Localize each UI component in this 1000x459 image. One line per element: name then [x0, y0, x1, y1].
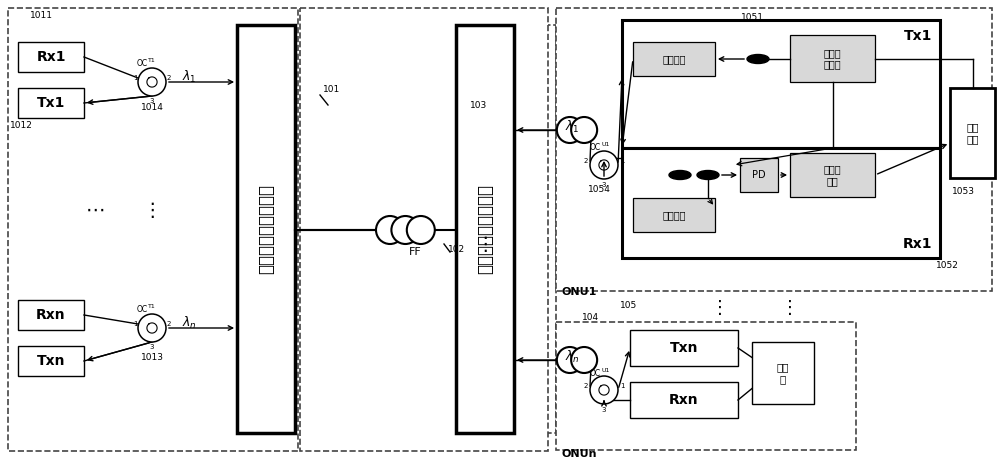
Text: 1054: 1054 [588, 185, 611, 195]
Text: 1011: 1011 [30, 11, 53, 21]
Circle shape [571, 347, 597, 373]
Text: 1012: 1012 [10, 121, 33, 129]
Bar [630, 330, 738, 366]
Bar [752, 342, 814, 404]
Text: 1: 1 [620, 158, 624, 164]
Bar [456, 25, 556, 433]
Text: ⋮: ⋮ [142, 201, 162, 219]
Circle shape [557, 347, 583, 373]
Text: ⋮: ⋮ [475, 235, 495, 254]
Text: U1: U1 [601, 142, 609, 147]
Text: Tx1: Tx1 [904, 29, 932, 43]
Text: 3: 3 [150, 344, 154, 350]
Text: Rx1: Rx1 [902, 237, 932, 251]
Bar [18, 42, 84, 72]
Bar [300, 8, 548, 451]
Text: $\lambda_1$: $\lambda_1$ [565, 119, 580, 135]
Text: T1: T1 [148, 304, 156, 309]
Bar [18, 346, 84, 376]
Text: Rx1: Rx1 [36, 50, 66, 64]
Text: 单控
制: 单控 制 [777, 362, 789, 384]
Text: 控制
单元: 控制 单元 [966, 122, 979, 144]
Bar [633, 198, 715, 232]
Text: ONUn: ONUn [562, 449, 598, 459]
Text: 光调制器: 光调制器 [662, 54, 686, 64]
Ellipse shape [747, 55, 769, 63]
Ellipse shape [697, 170, 719, 179]
Text: $\lambda_n$: $\lambda_n$ [565, 349, 580, 365]
Bar [237, 25, 295, 433]
Text: 2: 2 [584, 383, 588, 389]
Bar [8, 8, 298, 451]
Circle shape [391, 216, 419, 244]
Text: FF: FF [409, 247, 421, 257]
Text: Txn: Txn [670, 341, 698, 355]
Ellipse shape [669, 170, 691, 179]
Circle shape [557, 117, 583, 143]
Text: 光波分复用解复用器: 光波分复用解复用器 [257, 184, 275, 274]
Text: 可调谐
激光器: 可调谐 激光器 [824, 48, 841, 69]
Bar [622, 20, 940, 148]
Text: Rxn: Rxn [669, 393, 699, 407]
Bar [18, 88, 84, 118]
Bar [556, 8, 992, 291]
Circle shape [407, 216, 435, 244]
Text: 2: 2 [167, 321, 171, 327]
Bar [18, 300, 84, 330]
Text: ⋮: ⋮ [781, 299, 799, 317]
Text: 105: 105 [620, 301, 637, 309]
Text: ⋯: ⋯ [85, 201, 105, 219]
Text: 104: 104 [582, 313, 599, 323]
Text: U1: U1 [601, 368, 609, 373]
Text: 1053: 1053 [952, 187, 975, 196]
Text: Tx1: Tx1 [37, 96, 65, 110]
Bar [790, 35, 875, 82]
Text: 1: 1 [133, 75, 137, 81]
Bar [950, 88, 995, 178]
Text: 102: 102 [448, 246, 465, 254]
Circle shape [138, 314, 166, 342]
Text: 103: 103 [470, 101, 487, 110]
Text: OC: OC [137, 306, 148, 314]
Text: Txn: Txn [37, 354, 65, 368]
Bar [633, 42, 715, 76]
Text: 1014: 1014 [141, 103, 163, 112]
Text: 光接收机: 光接收机 [662, 210, 686, 220]
Text: OC: OC [137, 60, 148, 68]
Circle shape [571, 117, 597, 143]
Circle shape [590, 376, 618, 404]
Text: 光波分复用解复用器: 光波分复用解复用器 [476, 184, 494, 274]
Text: 1013: 1013 [140, 353, 164, 362]
Text: 101: 101 [323, 85, 340, 95]
Text: OC: OC [590, 369, 601, 377]
Text: 3: 3 [602, 407, 606, 413]
Text: PD: PD [752, 170, 766, 180]
Text: 微波功
率计: 微波功 率计 [824, 164, 841, 186]
Text: $\lambda_1$: $\lambda_1$ [182, 69, 197, 85]
Bar [740, 158, 778, 192]
Bar [556, 322, 856, 450]
Circle shape [590, 151, 618, 179]
Text: Rxn: Rxn [36, 308, 66, 322]
Text: 1051: 1051 [740, 12, 764, 22]
Text: 1052: 1052 [936, 261, 959, 269]
Text: 3: 3 [150, 98, 154, 104]
Text: 2: 2 [167, 75, 171, 81]
Text: 3: 3 [602, 182, 606, 188]
Circle shape [376, 216, 404, 244]
Circle shape [138, 68, 166, 96]
Text: 1: 1 [620, 383, 624, 389]
Text: $\lambda_n$: $\lambda_n$ [182, 315, 197, 331]
Text: 2: 2 [584, 158, 588, 164]
Text: 1: 1 [133, 321, 137, 327]
Text: T1: T1 [148, 58, 156, 63]
Bar [630, 382, 738, 418]
Bar [622, 148, 940, 258]
Text: OC: OC [590, 144, 601, 152]
Bar [790, 153, 875, 197]
Bar [456, 25, 514, 433]
Text: ONU1: ONU1 [562, 287, 597, 297]
Text: ⋮: ⋮ [711, 299, 729, 317]
